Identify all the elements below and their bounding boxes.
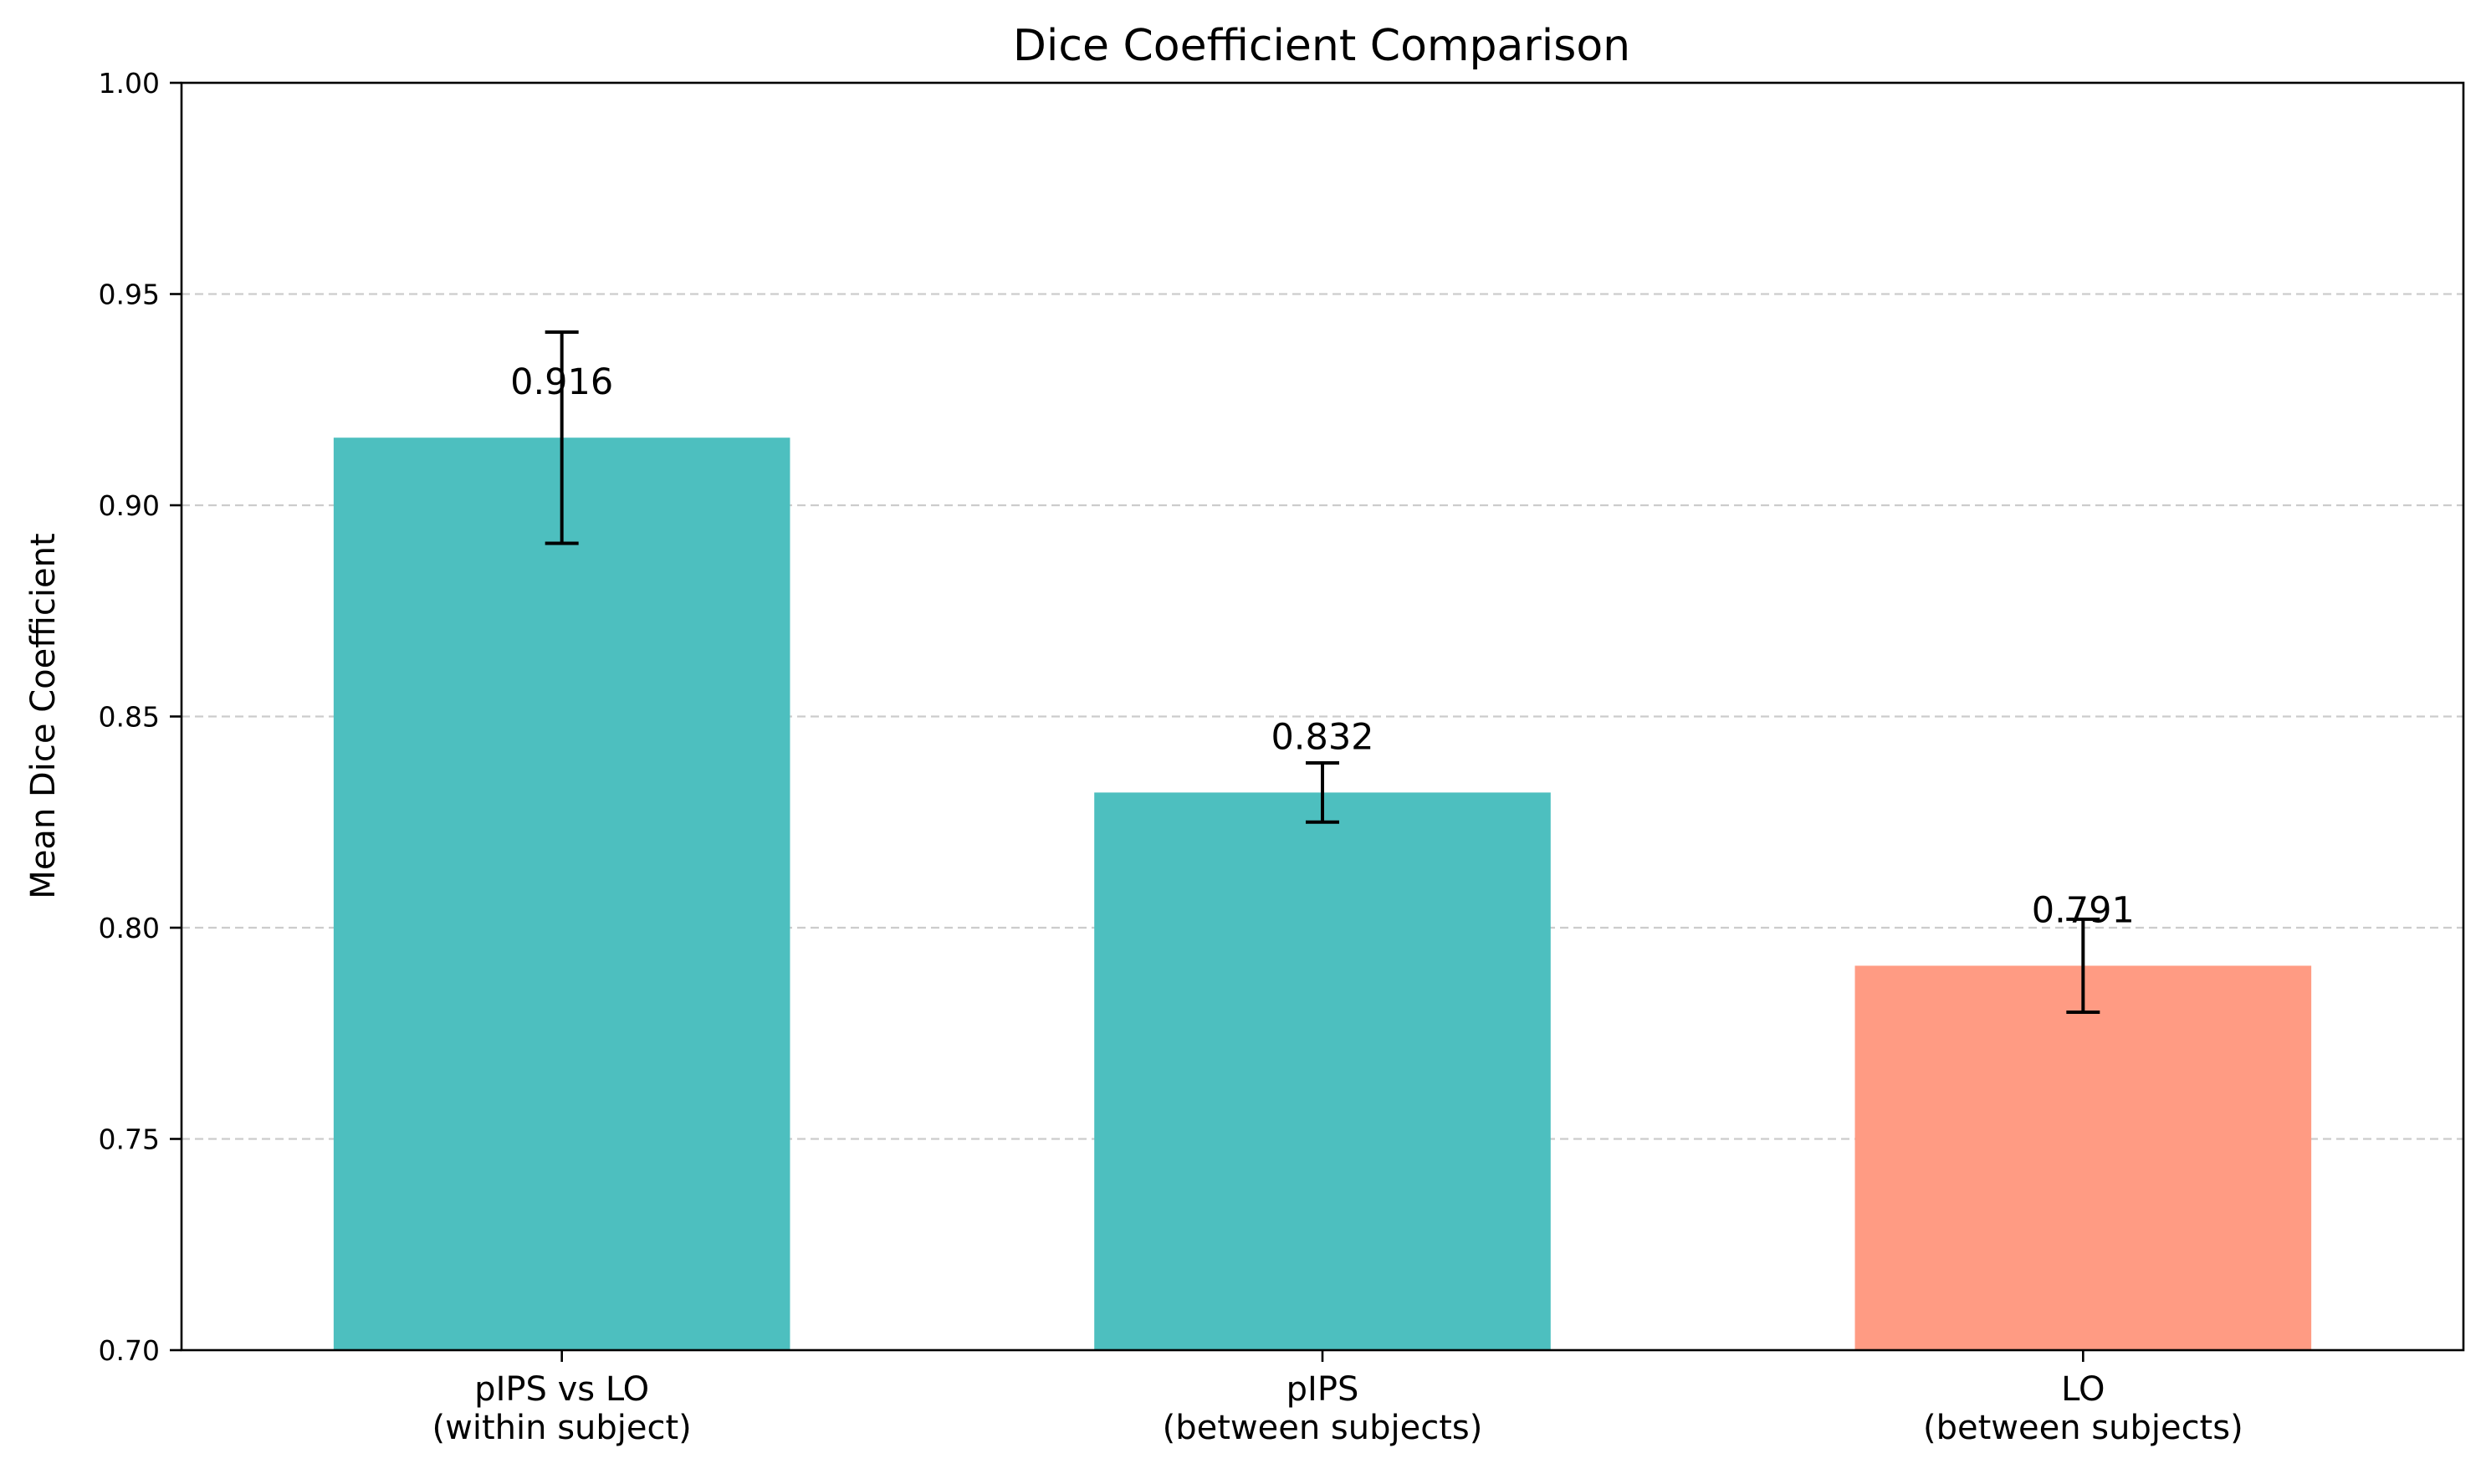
value-label: 0.791 — [2032, 889, 2135, 931]
y-tick-label: 1.00 — [99, 67, 160, 100]
x-tick-label: (between subjects) — [1923, 1409, 2243, 1447]
x-tick-label: pIPS — [1286, 1370, 1359, 1409]
y-tick-label: 0.80 — [99, 912, 160, 944]
y-tick-label: 0.90 — [99, 489, 160, 522]
y-tick-label: 0.95 — [99, 279, 160, 311]
x-axis: pIPS vs LO(within subject)pIPS(between s… — [432, 1350, 2243, 1447]
bar-layer — [333, 438, 2312, 1351]
x-tick-label: (within subject) — [432, 1409, 692, 1447]
x-tick-label: LO — [2061, 1370, 2105, 1409]
error-layer — [545, 330, 2100, 1014]
y-axis: 0.70 0.75 0.80 0.85 0.90 0.95 1.00 — [99, 67, 182, 1367]
value-label: 0.832 — [1271, 716, 1373, 758]
x-tick-label: pIPS vs LO — [474, 1370, 649, 1409]
y-tick-label: 0.70 — [99, 1334, 160, 1367]
y-tick-label: 0.75 — [99, 1123, 160, 1156]
chart-title: Dice Coefficient Comparison — [1013, 21, 1630, 71]
bar — [333, 438, 790, 1351]
value-label: 0.916 — [510, 361, 613, 403]
bar — [1094, 792, 1551, 1350]
bar — [1854, 965, 2312, 1350]
y-tick-label: 0.85 — [99, 701, 160, 734]
y-axis-label: Mean Dice Coefficient — [24, 533, 63, 898]
value-labels: 0.916 0.832 0.791 — [510, 361, 2135, 931]
x-tick-label: (between subjects) — [1163, 1409, 1483, 1447]
